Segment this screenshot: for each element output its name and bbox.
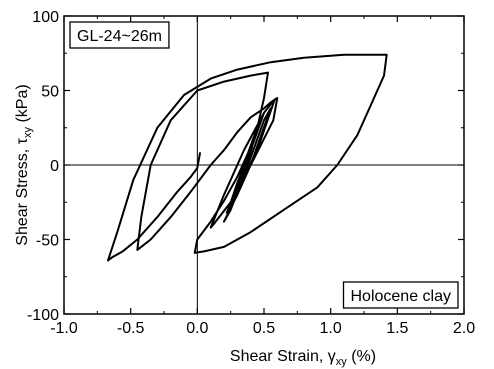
x-axis-label-subscript: xy	[336, 356, 348, 368]
x-tick-label: 1.0	[320, 320, 342, 337]
x-axis-label-unit: (%)	[347, 348, 376, 365]
y-axis-label-subscript: xy	[22, 126, 34, 138]
y-axis-label-symbol: τ	[14, 137, 31, 144]
soil-type-label: Holocene clay	[351, 288, 452, 305]
axis-ticks	[63, 15, 465, 315]
zero-reference-lines	[64, 16, 464, 314]
depth-label: GL-24~26m	[77, 28, 162, 45]
x-tick-label: -1.0	[50, 320, 78, 337]
y-axis-label-unit: (kPa)	[14, 84, 31, 127]
soil-type-label-box: Holocene clay	[342, 281, 459, 309]
y-tick-label: -100	[27, 307, 59, 324]
x-tick-label: 1.5	[386, 320, 408, 337]
x-tick-label: 0.0	[186, 320, 208, 337]
hysteresis-curve	[107, 53, 388, 262]
x-axis-label-main: Shear Strain,	[230, 348, 328, 365]
x-tick-label: 2.0	[453, 320, 475, 337]
y-axis-label-main: Shear Stress,	[14, 144, 31, 245]
y-tick-label: 100	[32, 9, 59, 26]
hysteresis-loops	[107, 53, 388, 262]
x-axis-label: Shear Strain, γxy (%)	[230, 348, 376, 368]
y-tick-label: 0	[50, 158, 59, 175]
depth-label-box: GL-24~26m	[69, 21, 170, 49]
label-frame	[69, 21, 170, 49]
y-tick-label: 50	[41, 84, 59, 101]
x-tick-label: -0.5	[117, 320, 145, 337]
x-tick-label: 0.5	[253, 320, 275, 337]
x-axis-label-symbol: γ	[328, 348, 336, 365]
y-axis-label: Shear Stress, τxy (kPa)	[14, 84, 34, 245]
label-frame	[342, 281, 459, 309]
axis-tick-labels: -1.0 -0.5 0.0 0.5 1.0 1.5 2.0 -100 -50 0 50 100	[27, 9, 475, 337]
annotations: GL-24~26m Holocene clay	[69, 21, 459, 309]
y-tick-label: -50	[36, 233, 59, 250]
